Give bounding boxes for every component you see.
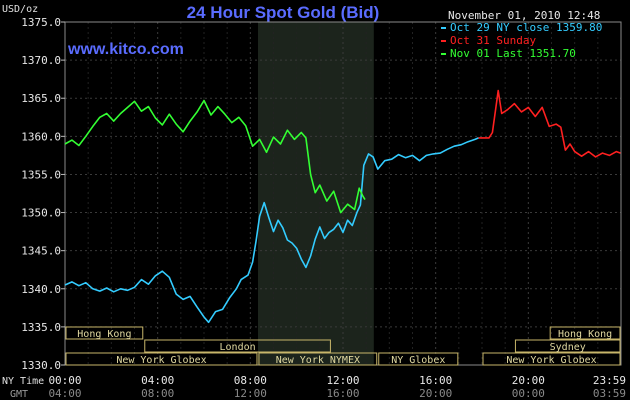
y-tick-label: 1355.0 xyxy=(21,168,61,181)
session-label: New York NYMEX xyxy=(276,355,360,366)
x-tick-label-gmt: 16:00 xyxy=(326,387,359,400)
series-line xyxy=(478,89,621,158)
x-tick-label-gmt: 08:00 xyxy=(141,387,174,400)
legend-entry: Nov 01 Last 1351.70 xyxy=(450,47,576,60)
y-axis-label: USD/oz xyxy=(2,4,38,15)
session-bar xyxy=(144,339,331,353)
session-bar xyxy=(378,352,459,366)
y-tick-label: 1360.0 xyxy=(21,130,61,143)
session-bar xyxy=(549,326,621,340)
session-bar xyxy=(65,352,258,366)
x-tick-label-gmt: 03:59 xyxy=(593,387,626,400)
x-tick-label-gmt: 00:00 xyxy=(512,387,545,400)
x-tick-label-ny: 08:00 xyxy=(234,374,267,387)
chart-title: 24 Hour Spot Gold (Bid) xyxy=(187,3,380,22)
session-label: Hong Kong xyxy=(77,329,131,340)
y-axis: 1375.0 1370.0 1365.0 1360.0 1355.0 1350.0 1345… xyxy=(21,16,65,372)
y-tick-label: 1350.0 xyxy=(21,207,61,220)
series-lines xyxy=(64,89,621,324)
x-tick-label-ny: 16:00 xyxy=(419,374,452,387)
series-line xyxy=(64,137,479,324)
y-tick-label: 1370.0 xyxy=(21,54,61,67)
x-tick-label-gmt: 04:00 xyxy=(48,387,81,400)
session-bar xyxy=(258,352,378,366)
x-tick-label-ny: 23:59 xyxy=(593,374,626,387)
session-label: NY Globex xyxy=(391,355,445,366)
x-tick-label-gmt: 20:00 xyxy=(419,387,452,400)
session-label: Sydney xyxy=(550,342,586,353)
x-tick-label-ny: 12:00 xyxy=(326,374,359,387)
session-label: London xyxy=(220,342,256,353)
session-bar xyxy=(65,326,144,340)
x-axis-label-ny: NY Time xyxy=(2,376,44,387)
y-tick-label: 1335.0 xyxy=(21,321,61,334)
market-sessions: Hong Kong Hong Kong London Sydney New York G… xyxy=(65,326,621,366)
kitco-watermark: www.kitco.com xyxy=(67,41,184,58)
x-axis-label-gmt: GMT xyxy=(10,389,28,400)
session-label: New York Globex xyxy=(116,355,206,366)
x-tick-label-ny: 00:00 xyxy=(48,374,81,387)
x-tick-label-ny: 20:00 xyxy=(512,374,545,387)
nymex-session-highlight xyxy=(257,22,374,365)
x-tick-label-gmt: 12:00 xyxy=(234,387,267,400)
grid-lines xyxy=(65,21,621,366)
legend-entry: Oct 31 Sunday xyxy=(450,34,536,47)
y-tick-label: 1340.0 xyxy=(21,283,61,296)
y-tick-label: 1345.0 xyxy=(21,245,61,258)
legend-entry: Oct 29 NY close 1359.80 xyxy=(450,21,602,34)
session-bar xyxy=(482,352,621,366)
y-tick-label: 1365.0 xyxy=(21,92,61,105)
chart-timestamp: November 01, 2010 12:48 xyxy=(448,9,600,22)
y-tick-label: 1330.0 xyxy=(21,359,61,372)
session-bar xyxy=(514,339,621,353)
y-tick-label: 1375.0 xyxy=(21,16,61,29)
series-line xyxy=(64,99,366,214)
session-label: Hong Kong xyxy=(558,329,612,340)
x-tick-label-ny: 04:00 xyxy=(141,374,174,387)
x-axis: 00:0004:0004:0008:0008:0012:0012:0016:00… xyxy=(48,374,626,400)
session-label: New York Globex xyxy=(506,355,596,366)
